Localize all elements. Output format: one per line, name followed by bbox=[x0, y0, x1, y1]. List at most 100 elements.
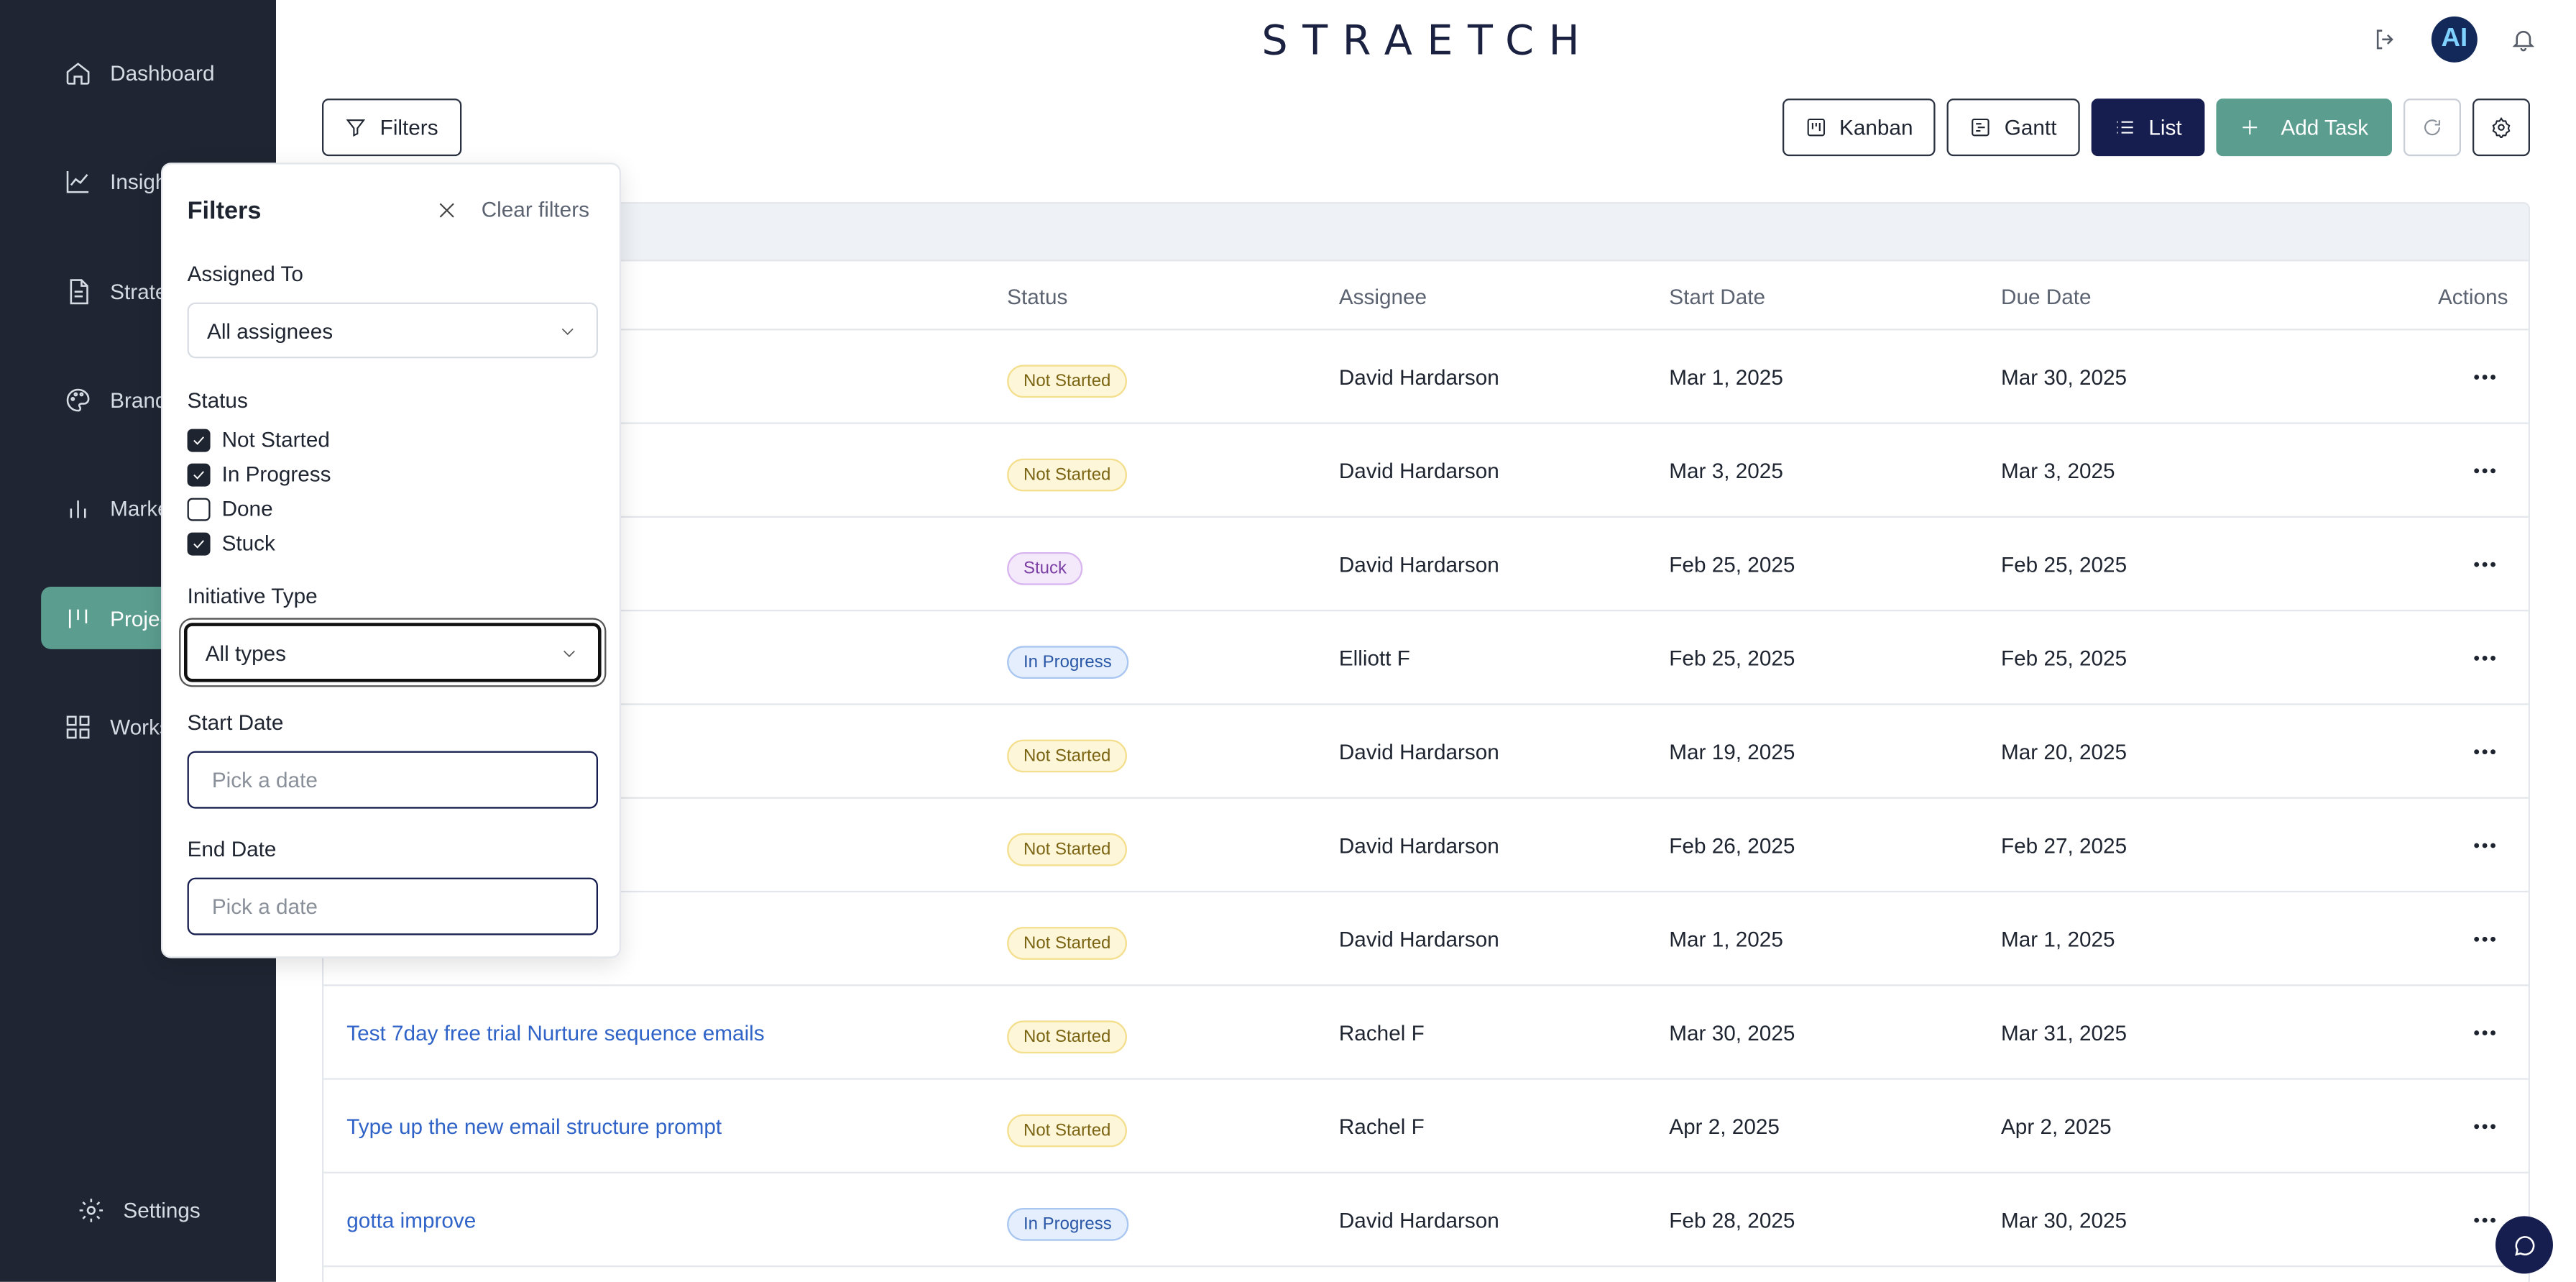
column-header-assignee[interactable]: Assignee bbox=[1338, 284, 1427, 309]
document-icon bbox=[70, 278, 88, 304]
chat-button[interactable] bbox=[2495, 1216, 2553, 1274]
kanban-icon bbox=[68, 608, 88, 628]
logout-icon[interactable] bbox=[2369, 23, 2402, 56]
column-header-start-date[interactable]: Start Date bbox=[1669, 284, 1766, 309]
more-actions-icon[interactable] bbox=[2469, 924, 2498, 953]
start-date-cell: Mar 19, 2025 bbox=[1669, 739, 1795, 764]
due-date-cell: Mar 3, 2025 bbox=[2000, 458, 2115, 483]
table-row[interactable]: Not Started David Hardarson Mar 1, 2025 Mar… bbox=[323, 330, 2529, 424]
gantt-view-button[interactable]: Gantt bbox=[1946, 99, 2080, 157]
list-view-button[interactable]: List bbox=[2091, 99, 2205, 157]
end-date-label: End Date bbox=[187, 836, 277, 861]
status-badge: Not Started bbox=[1007, 833, 1128, 866]
initiative-type-label: Initiative Type bbox=[187, 583, 318, 608]
start-date-cell: Feb 25, 2025 bbox=[1669, 551, 1795, 577]
avatar[interactable]: AI bbox=[2431, 16, 2478, 63]
more-actions-icon[interactable] bbox=[2469, 736, 2498, 766]
due-date-cell: Feb 27, 2025 bbox=[2000, 833, 2128, 859]
start-date-input[interactable] bbox=[187, 751, 598, 809]
due-date-cell: Feb 25, 2025 bbox=[2000, 646, 2128, 671]
more-actions-icon[interactable] bbox=[2469, 643, 2498, 672]
checkbox[interactable] bbox=[187, 428, 211, 452]
chevron-down-icon bbox=[564, 650, 575, 657]
sidebar-item-settings[interactable]: Settings bbox=[77, 1196, 201, 1224]
table-row[interactable]: Not Started David Hardarson Mar 3, 2025 Mar… bbox=[323, 424, 2529, 518]
filters-panel: Filters Clear filters Assigned To All as… bbox=[160, 162, 621, 958]
status-badge: Not Started bbox=[1007, 1114, 1128, 1148]
assignee-cell: David Hardarson bbox=[1338, 739, 1499, 764]
assigned-to-label: Assigned To bbox=[187, 261, 303, 286]
assignee-cell: David Hardarson bbox=[1338, 365, 1499, 390]
more-actions-icon[interactable] bbox=[2469, 1017, 2498, 1047]
status-checkbox-row[interactable]: Stuck bbox=[187, 531, 275, 556]
table-row[interactable]: Test 7day free trial Nurture sequence em… bbox=[323, 986, 2529, 1080]
table-row[interactable]: Not Started David Hardarson Feb 26, 2025 Fe… bbox=[323, 799, 2529, 893]
sidebar-item-dashboard[interactable]: Dashboard bbox=[41, 41, 304, 104]
status-checkbox-row[interactable]: In Progress bbox=[187, 462, 331, 487]
status-badge: Not Started bbox=[1007, 458, 1128, 492]
status-badge: Stuck bbox=[1007, 551, 1083, 585]
status-checkbox-row[interactable]: Done bbox=[187, 496, 273, 521]
table-row[interactable]: Not Started David Hardarson Mar 19, 2025 Ma… bbox=[323, 705, 2529, 799]
more-actions-icon[interactable] bbox=[2469, 1111, 2498, 1140]
start-date-cell: Mar 3, 2025 bbox=[1669, 458, 1783, 483]
status-checkbox-row[interactable]: Not Started bbox=[187, 427, 330, 452]
kanban-view-button[interactable]: Kanban bbox=[1782, 99, 1936, 157]
checkbox[interactable] bbox=[187, 531, 211, 555]
initiative-type-select[interactable]: All types bbox=[183, 623, 602, 682]
more-actions-icon[interactable] bbox=[2469, 1204, 2498, 1234]
assignee-cell: David Hardarson bbox=[1338, 927, 1499, 952]
start-date-cell: Mar 1, 2025 bbox=[1669, 927, 1783, 952]
status-badge: Not Started bbox=[1007, 365, 1128, 398]
assignee-cell: David Hardarson bbox=[1338, 551, 1499, 577]
assignee-cell: David Hardarson bbox=[1338, 833, 1499, 859]
assignee-cell: David Hardarson bbox=[1338, 1207, 1499, 1233]
close-icon[interactable] bbox=[436, 199, 459, 222]
line-chart-icon bbox=[66, 170, 89, 193]
assigned-to-select[interactable]: All assignees bbox=[187, 302, 598, 359]
due-date-cell: Mar 30, 2025 bbox=[2000, 365, 2128, 390]
grid-icon bbox=[66, 715, 90, 738]
status-badge: In Progress bbox=[1007, 1207, 1128, 1241]
palette-icon bbox=[66, 388, 90, 411]
add-task-button[interactable]: Add Task bbox=[2216, 99, 2392, 157]
sidebar-item-brand[interactable]: Brand bbox=[41, 368, 304, 431]
chevron-down-icon bbox=[561, 328, 574, 335]
app-logo: STRAETCH bbox=[1261, 16, 1595, 65]
table-row[interactable]: Type up the new email structure prompt No… bbox=[323, 1080, 2529, 1173]
due-date-cell: Mar 20, 2025 bbox=[2000, 739, 2128, 764]
more-actions-icon[interactable] bbox=[2469, 362, 2498, 391]
table-row[interactable]: Stuck David Hardarson Feb 25, 2025 Feb 25, … bbox=[323, 518, 2529, 612]
task-name-link[interactable]: Test 7day free trial Nurture sequence em… bbox=[346, 1020, 765, 1045]
column-header-due-date[interactable]: Due Date bbox=[2000, 284, 2092, 309]
assignee-cell: Rachel F bbox=[1338, 1020, 1425, 1045]
table-row[interactable]: Not Started David Hardarson Mar 1, 2025 Mar… bbox=[323, 892, 2529, 986]
table-header: Status Assignee Start Date Due Date Acti… bbox=[323, 261, 2529, 331]
refresh-button[interactable] bbox=[2403, 99, 2461, 157]
assignee-cell: Elliott F bbox=[1338, 646, 1410, 671]
bell-icon[interactable] bbox=[2507, 23, 2540, 56]
checkbox[interactable] bbox=[187, 497, 211, 521]
filters-button[interactable]: Filters bbox=[321, 99, 462, 157]
checkbox[interactable] bbox=[187, 462, 211, 486]
table-toolbar-strip bbox=[323, 203, 2529, 262]
clear-filters-button[interactable]: Clear filters bbox=[481, 197, 589, 222]
sidebar-item-label: Dashboard bbox=[110, 60, 215, 85]
task-name-link[interactable]: Type up the new email structure prompt bbox=[346, 1114, 722, 1139]
settings-button[interactable] bbox=[2472, 99, 2530, 157]
status-badge: Not Started bbox=[1007, 1020, 1128, 1054]
table-row[interactable]: gotta improve In Progress David Hardarson F… bbox=[323, 1173, 2529, 1268]
end-date-input[interactable] bbox=[187, 877, 598, 935]
more-actions-icon[interactable] bbox=[2469, 549, 2498, 578]
column-header-status[interactable]: Status bbox=[1007, 284, 1068, 309]
task-name-link[interactable]: gotta improve bbox=[346, 1207, 477, 1233]
plus-icon bbox=[2243, 120, 2258, 135]
table-row[interactable]: In Progress Elliott F Feb 25, 2025 Feb 25, … bbox=[323, 611, 2529, 705]
home-icon bbox=[66, 61, 90, 84]
due-date-cell: Mar 1, 2025 bbox=[2000, 927, 2115, 952]
check-icon bbox=[193, 470, 204, 479]
more-actions-icon[interactable] bbox=[2469, 830, 2498, 859]
more-actions-icon[interactable] bbox=[2469, 455, 2498, 485]
due-date-cell: Mar 31, 2025 bbox=[2000, 1020, 2128, 1045]
